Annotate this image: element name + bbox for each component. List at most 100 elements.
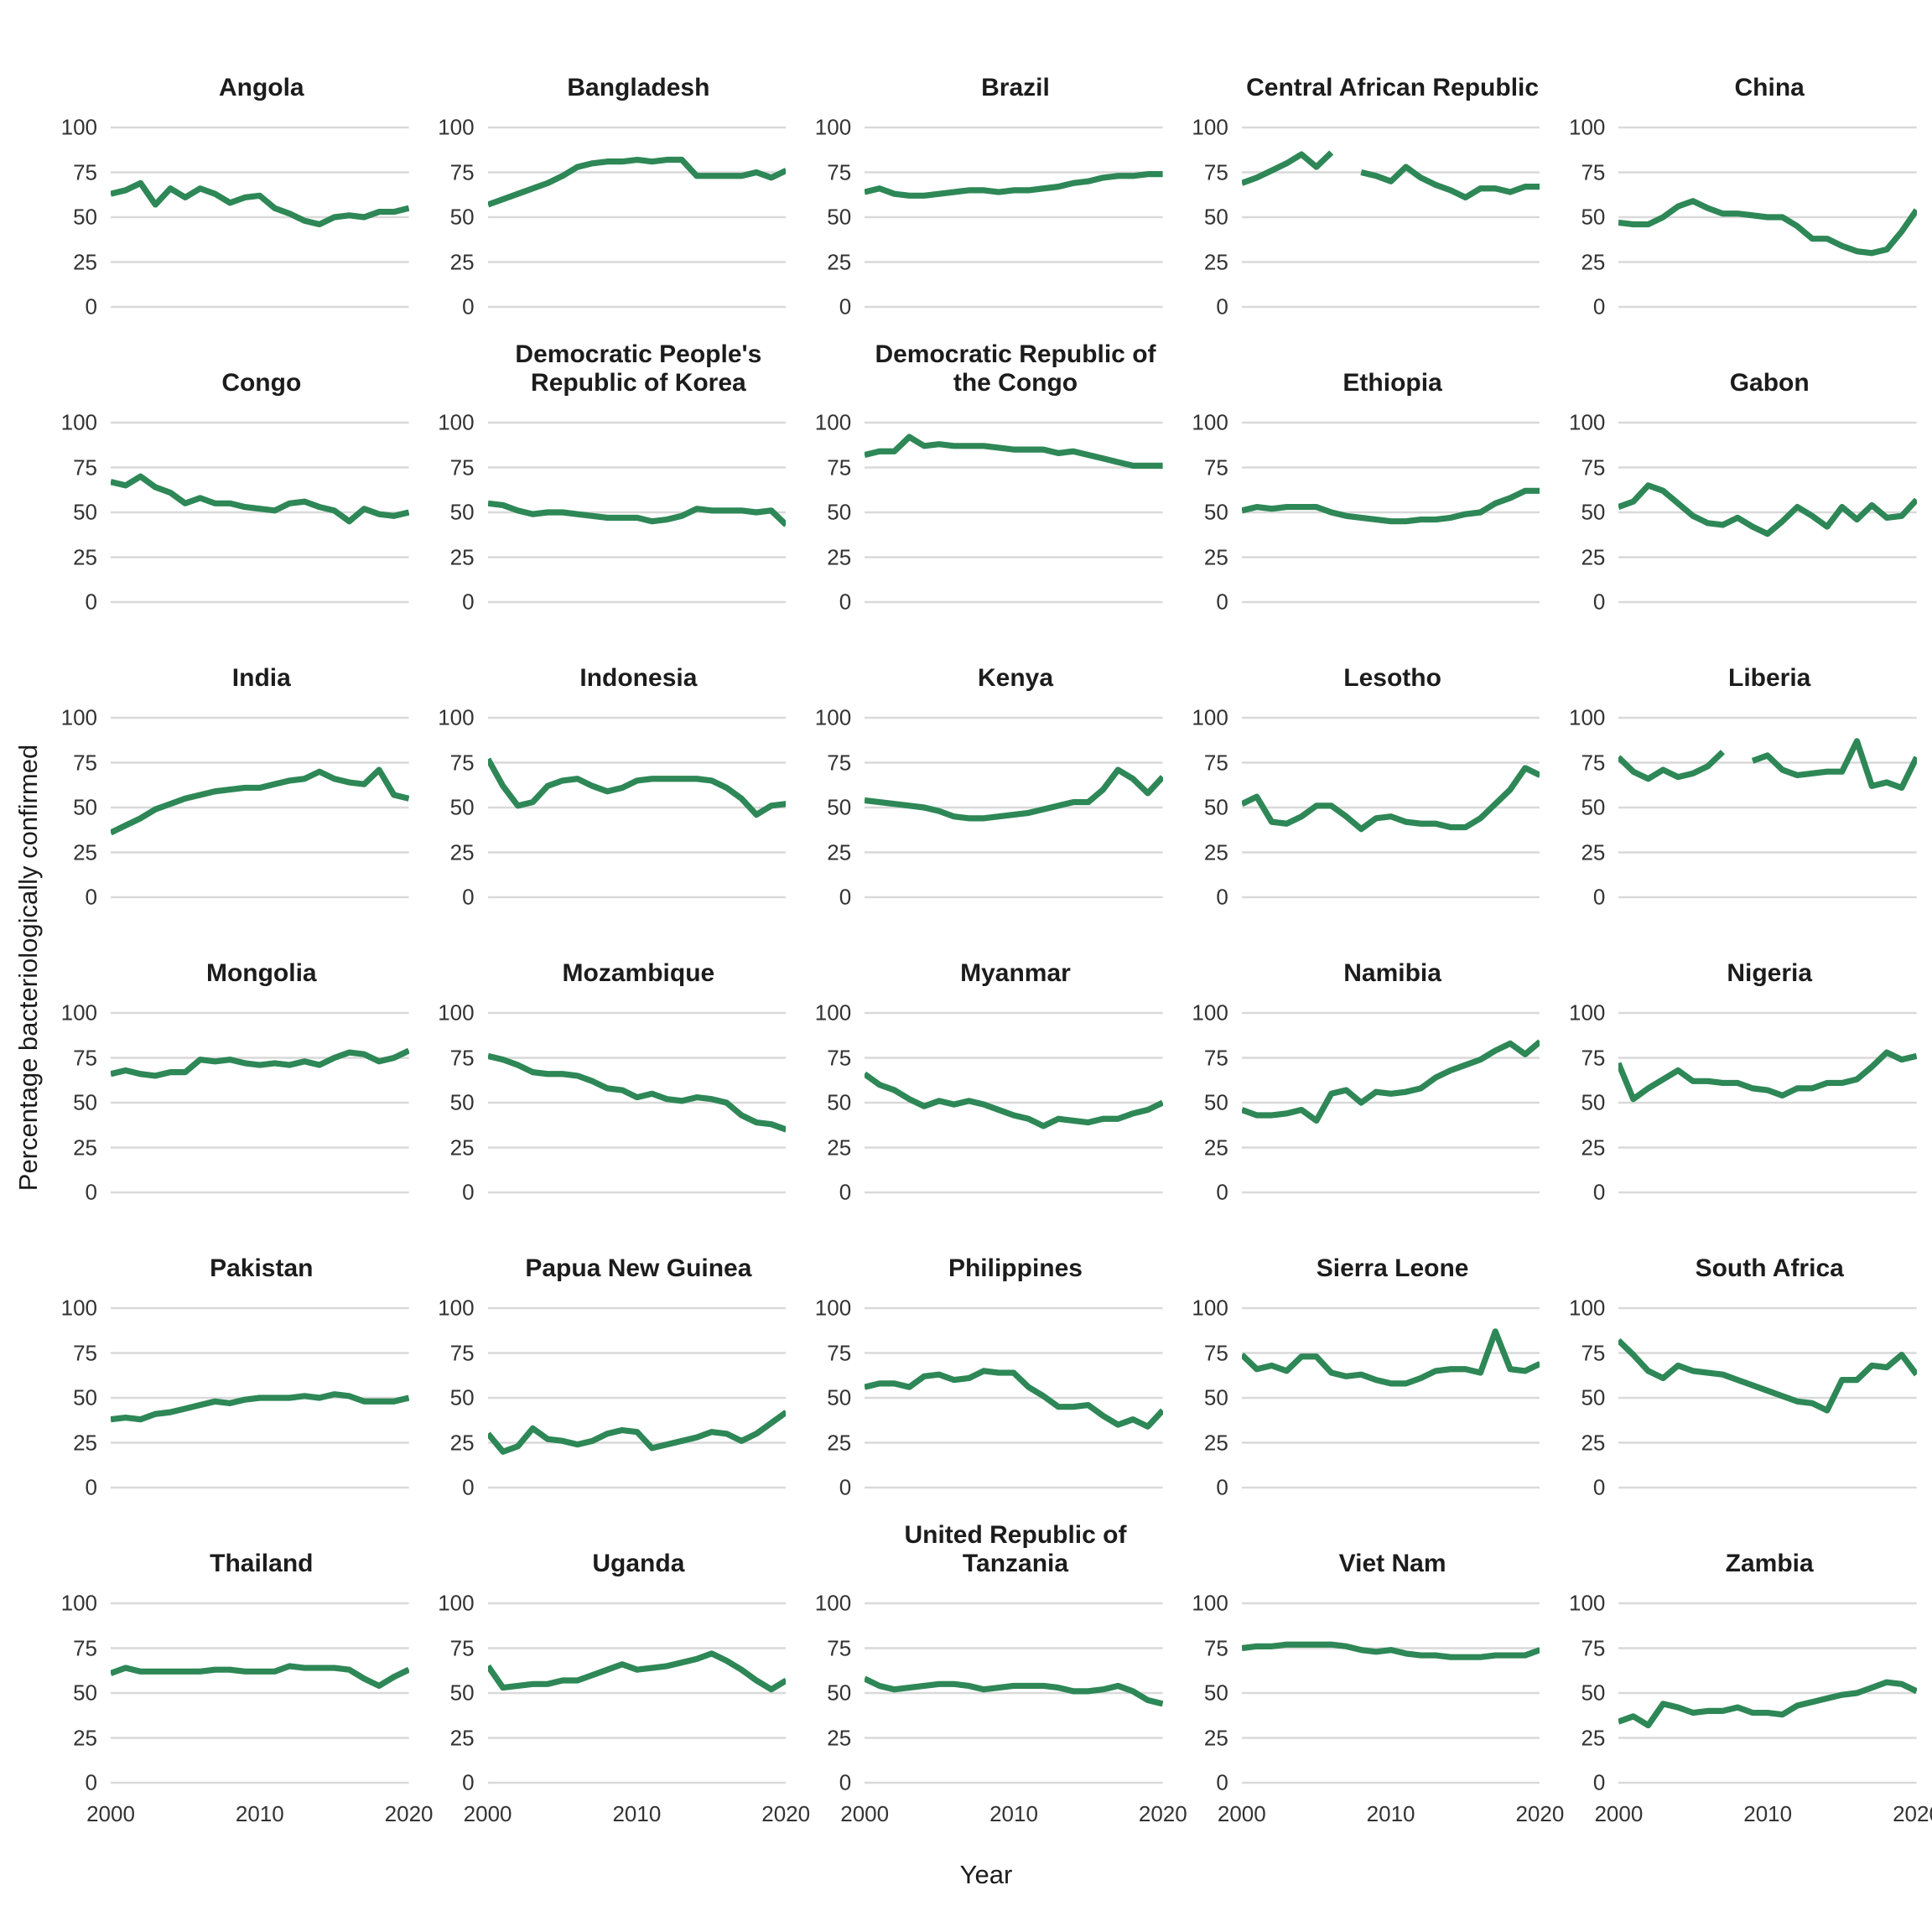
y-tick-label: 25 (1581, 1135, 1606, 1160)
y-axis-ticks: 0 25 50 75 100 (1175, 1296, 1242, 1500)
y-tick-label: 100 (1192, 704, 1228, 730)
series-line (111, 1394, 409, 1420)
plot-svg (488, 416, 787, 609)
y-tick-label: 75 (827, 1635, 852, 1660)
y-tick-label: 0 (462, 1474, 475, 1500)
x-tick-label: 2000 (1217, 1801, 1266, 1826)
plot-area (865, 121, 1163, 314)
series-line (1618, 1682, 1917, 1725)
y-axis-ticks: 0 25 50 75 100 (1175, 1000, 1242, 1205)
y-tick-label: 75 (1581, 1045, 1606, 1070)
plot-svg (865, 1597, 1163, 1789)
facet-panel: Mozambique 0 25 50 75 100 (421, 907, 798, 1205)
plot-svg (865, 1301, 1163, 1494)
y-tick-label: 0 (839, 589, 852, 615)
series-line (488, 160, 787, 205)
y-tick-label: 0 (839, 1179, 852, 1205)
y-axis-ticks: 0 25 50 75 100 (421, 1000, 488, 1205)
y-tick-label: 100 (438, 1590, 475, 1616)
y-tick-label: 25 (73, 839, 97, 865)
y-tick-label: 50 (1203, 794, 1228, 820)
y-tick-label: 25 (1203, 1725, 1228, 1750)
facet-title: Myanmar (960, 959, 1071, 988)
series-line (1618, 1341, 1917, 1410)
facet-panel: United Republic of Tanzania 0 25 50 75 100 200… (797, 1498, 1187, 1841)
x-tick-label: 2020 (1515, 1801, 1565, 1826)
plot-area (488, 711, 787, 904)
facet-panel: Mongolia 0 25 50 75 100 (44, 907, 421, 1205)
plot-svg (865, 121, 1163, 314)
y-tick-label: 0 (839, 1474, 852, 1500)
plot-svg (488, 1597, 787, 1789)
y-tick-label: 50 (1581, 499, 1606, 525)
y-tick-label: 25 (449, 1135, 475, 1160)
plot-area (111, 416, 409, 609)
y-axis-ticks: 0 25 50 75 100 (1551, 1296, 1618, 1500)
series-line (1618, 1052, 1917, 1099)
facet-panel: Nigeria 0 25 50 75 100 (1551, 907, 1929, 1205)
facet-title: Kenya (977, 664, 1054, 693)
y-tick-label: 100 (814, 1590, 852, 1616)
y-tick-label: 75 (73, 750, 97, 775)
plot-area (488, 1006, 787, 1199)
series-line (865, 770, 1163, 818)
y-tick-label: 25 (1203, 1135, 1228, 1160)
y-tick-label: 100 (1192, 1000, 1228, 1026)
x-tick-label: 2020 (1893, 1801, 1932, 1826)
y-tick-label: 25 (449, 839, 475, 865)
y-tick-label: 0 (839, 1769, 852, 1795)
facet-panel: Papua New Guinea 0 25 50 75 100 (421, 1202, 798, 1500)
x-axis-ticks: 2000 2010 2020 (464, 1794, 810, 1835)
y-axis-ticks: 0 25 50 75 100 (1175, 410, 1242, 615)
facet-panel: Democratic People's Republic of Korea 0 25… (421, 317, 798, 615)
plot-svg (1618, 416, 1917, 609)
facet-grid: Angola 0 25 50 75 100 Bangladesh 0 25 50 75 100 Braz… (44, 22, 1932, 1841)
facet-title: Gabon (1729, 369, 1810, 397)
facet-title: Thailand (210, 1550, 314, 1578)
series-line (488, 1412, 787, 1452)
y-tick-label: 25 (1203, 249, 1228, 274)
y-axis-ticks: 0 25 50 75 100 (44, 1591, 111, 1795)
plot-area (1242, 711, 1540, 904)
y-tick-label: 0 (85, 1179, 97, 1205)
facet-panel: Democratic Republic of the Congo 0 25 50 75 1… (797, 317, 1175, 615)
y-tick-label: 0 (839, 884, 852, 910)
y-axis-ticks: 0 25 50 75 100 (44, 115, 111, 319)
y-tick-label: 50 (827, 1089, 852, 1115)
y-tick-label: 0 (1592, 1769, 1606, 1795)
y-tick-label: 50 (73, 1384, 97, 1410)
y-tick-label: 0 (1216, 1769, 1228, 1795)
facet-title: Papua New Guinea (525, 1254, 752, 1283)
series-line (1361, 167, 1540, 197)
facet-panel: Zambia 0 25 50 75 100 2000 2010 2020 (1551, 1498, 1932, 1841)
y-axis-ticks: 0 25 50 75 100 (1175, 115, 1242, 319)
y-tick-label: 75 (1203, 1045, 1228, 1070)
facet-title: India (231, 664, 291, 693)
y-tick-label: 25 (1581, 839, 1606, 865)
y-tick-label: 100 (438, 1000, 475, 1026)
y-axis-ticks: 0 25 50 75 100 (1551, 705, 1618, 910)
y-tick-label: 100 (60, 1590, 97, 1616)
series-line (111, 1666, 409, 1686)
y-tick-label: 50 (1581, 1384, 1606, 1410)
facet-title: Brazil (981, 74, 1050, 102)
y-tick-label: 50 (1581, 794, 1606, 820)
x-axis-ticks: 2000 2010 2020 (1594, 1794, 1932, 1835)
plot-area (488, 1301, 787, 1494)
plot-area (1242, 1597, 1540, 1789)
x-axis-ticks: 2000 2010 2020 (86, 1794, 433, 1835)
y-tick-label: 75 (827, 750, 852, 775)
y-tick-label: 25 (73, 1135, 97, 1160)
y-axis-ticks: 0 25 50 75 100 (1175, 1591, 1242, 1795)
plot-area (865, 711, 1163, 904)
y-tick-label: 25 (1581, 1725, 1606, 1750)
y-tick-label: 75 (1581, 454, 1606, 480)
facet-title: Democratic Republic of the Congo (875, 340, 1156, 397)
series-line (1242, 1041, 1540, 1120)
plot-svg (1242, 416, 1540, 609)
y-tick-label: 25 (73, 544, 97, 569)
y-tick-label: 50 (1203, 499, 1228, 525)
y-tick-label: 100 (1569, 1295, 1606, 1321)
y-tick-label: 50 (73, 499, 97, 525)
facet-title: Uganda (592, 1550, 685, 1578)
